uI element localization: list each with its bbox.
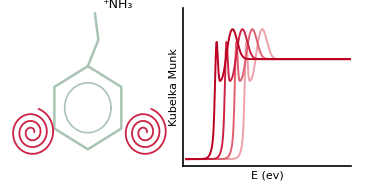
Text: ⁺NH₃: ⁺NH₃ — [102, 0, 132, 11]
X-axis label: E (ev): E (ev) — [251, 170, 284, 180]
Y-axis label: Kubelka Munk: Kubelka Munk — [169, 48, 179, 126]
